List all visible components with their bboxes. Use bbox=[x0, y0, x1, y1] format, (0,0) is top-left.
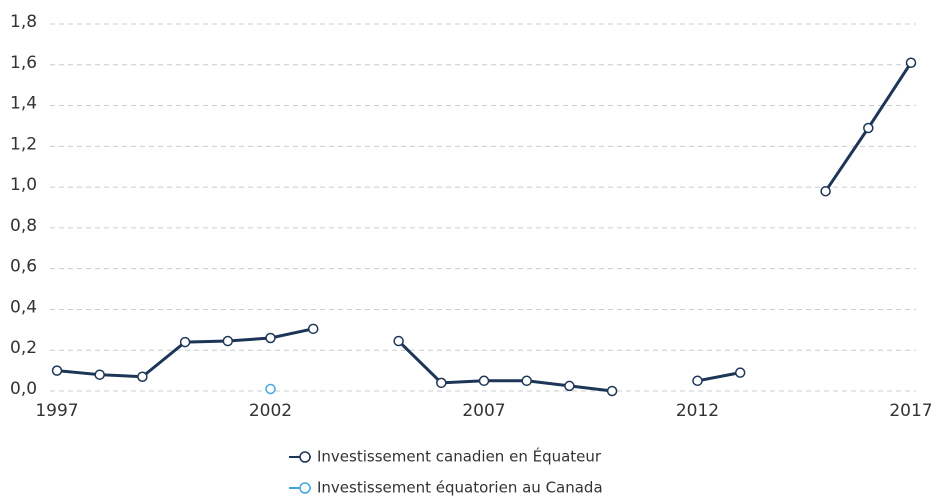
y-tick-label: 1,4 bbox=[10, 94, 37, 114]
y-tick-label: 1,8 bbox=[10, 12, 37, 32]
x-tick-label: 2002 bbox=[249, 401, 292, 421]
x-tick-label: 2017 bbox=[889, 401, 932, 421]
data-point bbox=[137, 371, 148, 382]
data-point bbox=[51, 365, 63, 376]
data-point bbox=[265, 332, 276, 344]
x-tick-label: 1997 bbox=[35, 401, 78, 421]
x-tick-label: 2012 bbox=[676, 401, 719, 421]
data-point bbox=[265, 383, 276, 395]
y-tick-label: 1,2 bbox=[10, 134, 37, 154]
data-point bbox=[820, 185, 831, 197]
data-point bbox=[692, 375, 703, 387]
legend-label: Investissement canadien en Équateur bbox=[317, 447, 602, 466]
y-tick-label: 0,0 bbox=[10, 379, 37, 399]
y-tick-label: 0,8 bbox=[10, 216, 37, 236]
data-point bbox=[179, 336, 191, 348]
data-point bbox=[478, 375, 490, 387]
data-point bbox=[393, 335, 404, 347]
data-point bbox=[564, 380, 575, 392]
data-point bbox=[307, 323, 319, 335]
legend-marker bbox=[299, 451, 311, 463]
legend-marker bbox=[299, 482, 311, 494]
data-point bbox=[863, 122, 874, 134]
legend: Investissement canadien en Équateur Inves… bbox=[289, 447, 603, 496]
y-tick-label: 0,4 bbox=[10, 297, 37, 317]
data-point bbox=[222, 335, 234, 347]
legend-label: Investissement équatorien au Canada bbox=[317, 479, 603, 496]
y-tick-label: 0,2 bbox=[10, 338, 37, 358]
data-point bbox=[606, 385, 618, 397]
y-tick-label: 1,0 bbox=[10, 175, 37, 195]
data-point bbox=[521, 375, 532, 387]
data-point bbox=[905, 57, 917, 68]
data-point bbox=[734, 367, 746, 378]
data-point bbox=[436, 377, 447, 389]
x-tick-label: 2007 bbox=[462, 401, 505, 421]
y-tick-label: 0,6 bbox=[10, 257, 37, 277]
y-tick-label: 1,6 bbox=[10, 53, 37, 73]
data-point bbox=[94, 369, 105, 380]
